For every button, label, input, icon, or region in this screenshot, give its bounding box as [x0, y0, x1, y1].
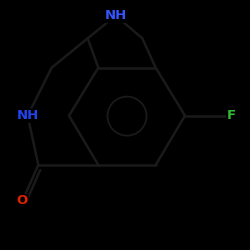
Text: F: F [227, 109, 236, 122]
Text: O: O [17, 194, 28, 207]
Text: NH: NH [104, 9, 127, 22]
Text: NH: NH [16, 109, 39, 122]
